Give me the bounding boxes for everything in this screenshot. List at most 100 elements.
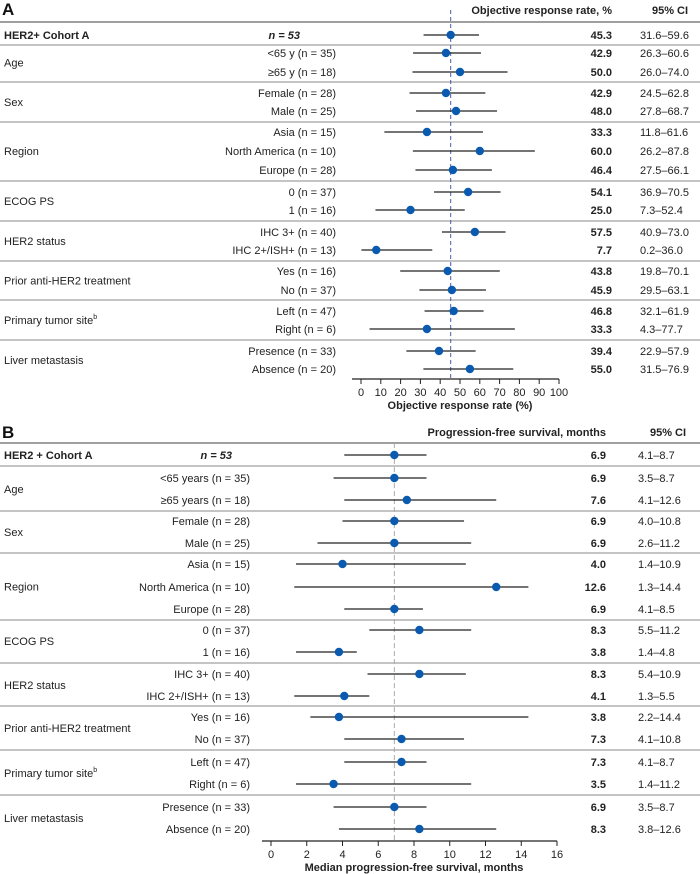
subgroup-label: Female (n = 28) [172, 516, 250, 528]
subgroup-row: 39.4 22.9–57.9 [406, 346, 689, 358]
overall-row: 45.3 31.6–59.6 [423, 30, 689, 42]
subgroup-category-label: Liver metastasis [4, 355, 84, 367]
estimate-value: 45.3 [591, 30, 612, 42]
subgroup-row: 46.8 32.1–61.9 [424, 306, 689, 318]
subgroup-label: Presence (n = 33) [248, 346, 336, 358]
x-tick-label: 40 [434, 387, 446, 399]
ci-value: 3.8–12.6 [638, 824, 681, 836]
subgroup-row: 45.9 29.5–63.1 [419, 285, 689, 297]
estimate-value: 48.0 [591, 106, 612, 118]
x-tick-label: 4 [339, 849, 345, 861]
estimate-value: 57.5 [591, 227, 612, 239]
ci-value: 2.2–14.4 [638, 712, 681, 724]
subgroup-row: 57.5 40.9–73.0 [441, 227, 689, 239]
subgroup-row: 25.0 7.3–52.4 [375, 205, 683, 217]
point-estimate [334, 647, 344, 657]
estimate-value: 12.6 [585, 582, 606, 594]
overall-label: HER2+ Cohort A [4, 30, 90, 42]
estimate-value: 50.0 [591, 67, 612, 79]
point-estimate [402, 495, 412, 505]
subgroup-row: 6.9 3.5–8.7 [333, 802, 675, 814]
subgroup-category-label: HER2 status [4, 236, 66, 248]
estimate-value: 8.3 [591, 824, 606, 836]
subgroup-label: North America (n = 10) [225, 146, 336, 158]
subgroup-row: 46.4 27.5–66.1 [415, 165, 689, 177]
estimate-value: 6.9 [591, 802, 606, 814]
point-estimate [390, 538, 399, 548]
estimate-value: 4.0 [591, 559, 606, 571]
point-estimate [446, 30, 455, 40]
panel-a: A Objective response rate, % 95% CI HER2+ C… [0, 0, 700, 412]
point-estimate [451, 106, 461, 116]
subgroup-row: 6.9 3.5–8.7 [333, 473, 675, 485]
subgroup-label: North America (n = 10) [139, 582, 250, 594]
x-axis: 0 10 20 30 40 50 60 70 80 90 100 Objective response… [352, 378, 568, 412]
ci-value: 26.3–60.6 [640, 48, 689, 60]
subgroup-category-label: HER2 status [4, 680, 66, 692]
panel-label: A [2, 0, 14, 19]
point-estimate [449, 306, 458, 316]
ci-value: 36.9–70.5 [640, 187, 689, 199]
ci-value: 24.5–62.8 [640, 88, 689, 100]
subgroup-row: 60.0 26.2–87.8 [412, 146, 689, 158]
subgroup-label: IHC 2+/ISH+ (n = 13) [146, 691, 250, 703]
estimate-value: 55.0 [591, 364, 612, 376]
ci-value: 1.3–14.4 [638, 582, 681, 594]
point-estimate [492, 582, 501, 592]
x-tick-label: 12 [479, 849, 491, 861]
estimate-value: 39.4 [591, 346, 613, 358]
estimate-value: 33.3 [591, 324, 612, 336]
subgroup-label: IHC 3+ (n = 40) [260, 227, 336, 239]
point-estimate [422, 127, 432, 137]
subgroup-category: HER2 status [4, 680, 66, 692]
point-estimate [390, 802, 399, 812]
subgroup-row: 8.3 5.4–10.9 [367, 669, 681, 681]
x-tick-label: 90 [533, 387, 545, 399]
subgroup-category-label: Age [4, 58, 24, 70]
subgroup-category-label: Prior anti-HER2 treatment [4, 723, 131, 735]
subgroup-category-label: Region [4, 582, 39, 594]
point-estimate [390, 516, 399, 526]
estimate-header: Progression-free survival, months [428, 427, 607, 439]
subgroup-label: IHC 2+/ISH+ (n = 13) [232, 245, 336, 257]
x-tick-label: 14 [515, 849, 527, 861]
point-estimate [397, 757, 406, 767]
x-axis-title: Median progression-free survival, months [305, 862, 524, 874]
subgroup-label: Absence (n = 20) [252, 364, 336, 376]
subgroup-label: Left (n = 47) [276, 306, 336, 318]
subgroup-category-label: ECOG PS [4, 636, 54, 648]
subgroup-label: 0 (n = 37) [289, 187, 336, 199]
point-estimate [334, 712, 344, 722]
subgroup-row: 8.3 5.5–11.2 [369, 625, 680, 637]
ci-value: 2.6–11.2 [638, 538, 680, 550]
point-estimate [406, 205, 415, 215]
subgroup-category: Age [4, 58, 24, 70]
subgroup-category: Region [4, 146, 39, 158]
point-estimate [441, 88, 451, 98]
ci-value: 0.2–36.0 [640, 245, 683, 257]
ci-value: 27.8–68.7 [640, 106, 689, 118]
panel-label: B [2, 423, 14, 442]
x-tick-label: 10 [444, 849, 456, 861]
x-axis-title: Objective response rate (%) [388, 400, 533, 412]
ci-value: 1.4–10.9 [638, 559, 681, 571]
ci-value: 7.3–52.4 [640, 205, 683, 217]
overall-label: HER2 + Cohort A [4, 450, 93, 462]
overall-row: 6.9 4.1–8.7 [344, 450, 675, 462]
subgroup-category: ECOG PS [4, 636, 54, 648]
subgroup-category: ECOG PS [4, 196, 54, 208]
subgroup-label: Asia (n = 15) [187, 559, 250, 571]
estimate-value: 43.8 [591, 266, 612, 278]
point-estimate [397, 734, 406, 744]
subgroup-label: ≥65 years (n = 18) [161, 495, 251, 507]
x-tick-label: 0 [358, 387, 364, 399]
subgroup-label: Male (n = 25) [271, 106, 336, 118]
estimate-value: 6.9 [591, 604, 606, 616]
point-estimate [372, 245, 381, 255]
point-estimate [463, 187, 473, 197]
subgroup-row: 7.7 0.2–36.0 [361, 245, 683, 257]
subgroup-label: Europe (n = 28) [173, 604, 250, 616]
subgroup-row: 7.3 4.1–8.7 [344, 757, 675, 769]
subgroup-label: Yes (n = 16) [191, 712, 250, 724]
ci-header: 95% CI [650, 427, 686, 439]
